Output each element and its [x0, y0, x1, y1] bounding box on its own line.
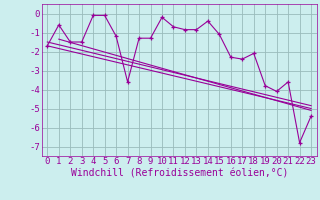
X-axis label: Windchill (Refroidissement éolien,°C): Windchill (Refroidissement éolien,°C): [70, 168, 288, 178]
